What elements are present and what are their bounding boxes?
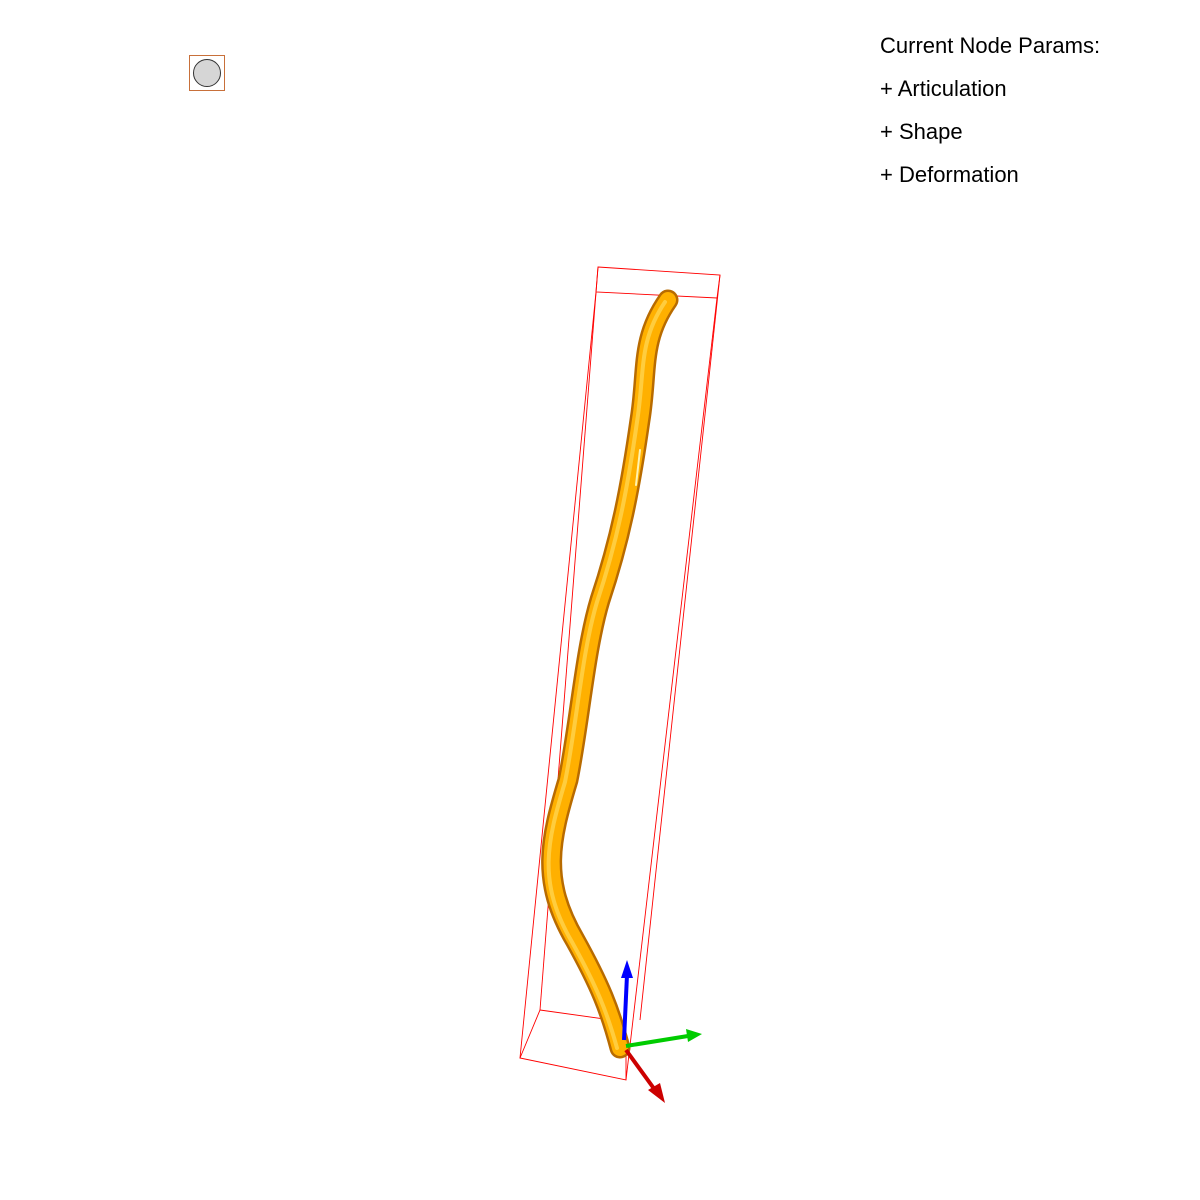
deformation-menu-item[interactable]: + Deformation xyxy=(880,162,1019,187)
z-axis-arrow xyxy=(621,960,633,1041)
node-params-panel: Current Node Params: + Articulation + Sh… xyxy=(880,32,1180,204)
y-axis-arrow xyxy=(625,1029,702,1048)
axes-gizmo xyxy=(621,960,702,1103)
articulation-menu-item[interactable]: + Articulation xyxy=(880,76,1007,101)
shape-menu-item[interactable]: + Shape xyxy=(880,119,963,144)
toggle-button[interactable] xyxy=(189,55,225,91)
circle-icon xyxy=(193,59,221,87)
x-axis-arrow xyxy=(624,1048,665,1103)
panel-title: Current Node Params: xyxy=(880,33,1101,58)
bounding-box xyxy=(519,266,721,1081)
curved-tube-object[interactable] xyxy=(541,289,679,1059)
